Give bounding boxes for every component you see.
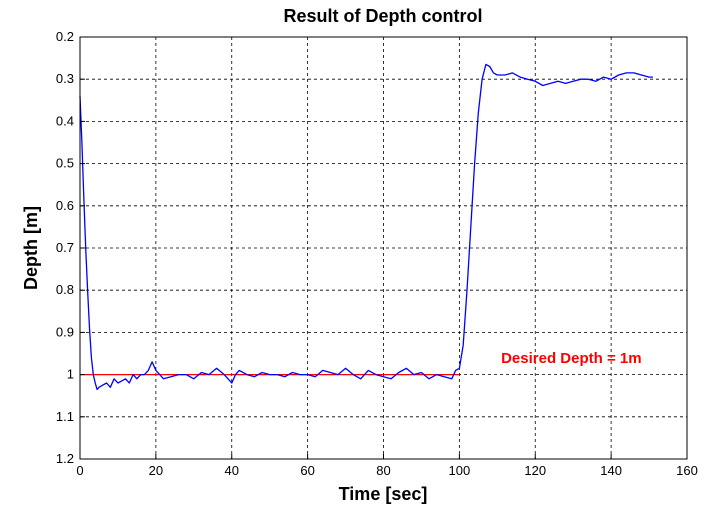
chart-title: Result of Depth control — [284, 6, 483, 26]
x-tick-label: 0 — [76, 463, 83, 478]
grid — [80, 37, 687, 459]
x-tick-label: 20 — [149, 463, 163, 478]
desired-depth-annotation: Desired Depth = 1m — [501, 350, 641, 367]
x-axis-ticks: 0 20 40 60 80 100 120 140 160 — [76, 454, 698, 478]
y-axis-label: Depth [m] — [21, 206, 41, 290]
y-tick-label: 0.3 — [56, 71, 74, 86]
x-axis-label: Time [sec] — [339, 484, 428, 504]
y-tick-label: 1.2 — [56, 451, 74, 466]
y-tick-label: 0.8 — [56, 282, 74, 297]
x-tick-label: 100 — [449, 463, 471, 478]
y-tick-label: 1.1 — [56, 409, 74, 424]
y-tick-label: 0.7 — [56, 240, 74, 255]
plot-area — [79, 63, 653, 391]
y-tick-label: 0.9 — [56, 324, 74, 339]
x-tick-label: 80 — [376, 463, 390, 478]
x-tick-label: 40 — [225, 463, 239, 478]
annotations: Desired Depth = 1m — [501, 350, 641, 367]
measured-depth-line — [79, 63, 653, 391]
y-tick-label: 0.6 — [56, 198, 74, 213]
y-axis-ticks: 0.2 0.3 0.4 0.5 0.6 0.7 0.8 0.9 1 1.1 1.2 — [56, 29, 85, 466]
x-tick-label: 120 — [524, 463, 546, 478]
y-tick-label: 1 — [67, 367, 74, 382]
y-tick-label: 0.5 — [56, 156, 74, 171]
y-tick-label: 0.2 — [56, 29, 74, 44]
x-tick-label: 160 — [676, 463, 698, 478]
x-tick-label: 140 — [600, 463, 622, 478]
y-tick-label: 0.4 — [56, 113, 74, 128]
x-tick-label: 60 — [300, 463, 314, 478]
